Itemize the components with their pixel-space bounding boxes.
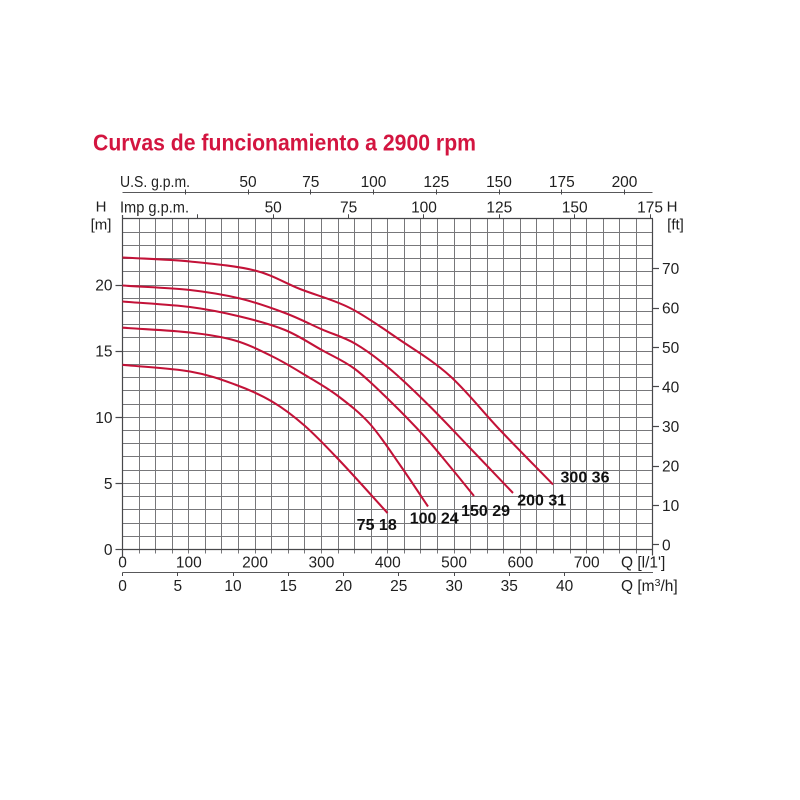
svg-text:50: 50: [662, 340, 680, 357]
svg-text:100: 100: [411, 200, 437, 217]
svg-text:40: 40: [556, 578, 574, 595]
svg-text:15: 15: [280, 578, 297, 595]
svg-text:50: 50: [265, 200, 283, 217]
svg-text:[m]: [m]: [91, 217, 112, 234]
svg-text:175: 175: [637, 200, 663, 217]
svg-text:35: 35: [501, 578, 518, 595]
svg-text:U.S. g.p.m.: U.S. g.p.m.: [120, 174, 190, 191]
svg-text:200: 200: [242, 555, 268, 572]
svg-text:150: 150: [486, 174, 512, 191]
svg-text:10: 10: [662, 498, 680, 515]
svg-text:H: H: [96, 199, 107, 216]
svg-text:Curvas de funcionamiento a 290: Curvas de funcionamiento a 2900 rpm: [93, 130, 476, 156]
svg-text:20: 20: [335, 578, 353, 595]
svg-text:0: 0: [118, 555, 127, 572]
svg-text:175: 175: [549, 174, 575, 191]
svg-text:H: H: [667, 199, 678, 216]
svg-text:400: 400: [375, 555, 401, 572]
svg-text:70: 70: [662, 261, 680, 278]
svg-text:300 36: 300 36: [561, 469, 610, 486]
svg-text:40: 40: [662, 380, 680, 397]
svg-text:75: 75: [302, 174, 319, 191]
svg-text:[ft]: [ft]: [667, 217, 684, 234]
svg-text:100 24: 100 24: [410, 511, 459, 528]
svg-text:125: 125: [486, 200, 512, 217]
svg-text:200: 200: [612, 174, 638, 191]
svg-text:Q [l/1']: Q [l/1']: [621, 555, 665, 572]
svg-text:5: 5: [104, 476, 113, 493]
svg-text:700: 700: [574, 555, 600, 572]
svg-text:30: 30: [662, 419, 680, 436]
svg-text:50: 50: [239, 174, 257, 191]
svg-text:5: 5: [173, 578, 182, 595]
svg-text:10: 10: [95, 410, 113, 427]
svg-text:150 29: 150 29: [461, 503, 510, 520]
svg-text:100: 100: [176, 555, 202, 572]
svg-text:125: 125: [423, 174, 449, 191]
svg-text:500: 500: [441, 555, 467, 572]
svg-text:10: 10: [224, 578, 242, 595]
svg-text:Imp g.p.m.: Imp g.p.m.: [120, 200, 189, 217]
svg-text:75 18: 75 18: [357, 517, 397, 534]
svg-text:0: 0: [118, 578, 127, 595]
svg-text:0: 0: [104, 542, 113, 559]
svg-text:600: 600: [507, 555, 533, 572]
svg-text:200 31: 200 31: [517, 493, 566, 510]
svg-text:20: 20: [662, 459, 680, 476]
svg-text:30: 30: [445, 578, 463, 595]
svg-text:Q [m3/h]: Q [m3/h]: [621, 577, 678, 595]
svg-text:25: 25: [390, 578, 407, 595]
svg-text:0: 0: [662, 538, 671, 555]
svg-text:60: 60: [662, 301, 680, 318]
svg-text:20: 20: [95, 278, 113, 295]
svg-text:100: 100: [361, 174, 387, 191]
svg-text:75: 75: [340, 200, 357, 217]
svg-text:150: 150: [562, 200, 588, 217]
svg-text:15: 15: [95, 344, 112, 361]
svg-text:300: 300: [308, 555, 334, 572]
